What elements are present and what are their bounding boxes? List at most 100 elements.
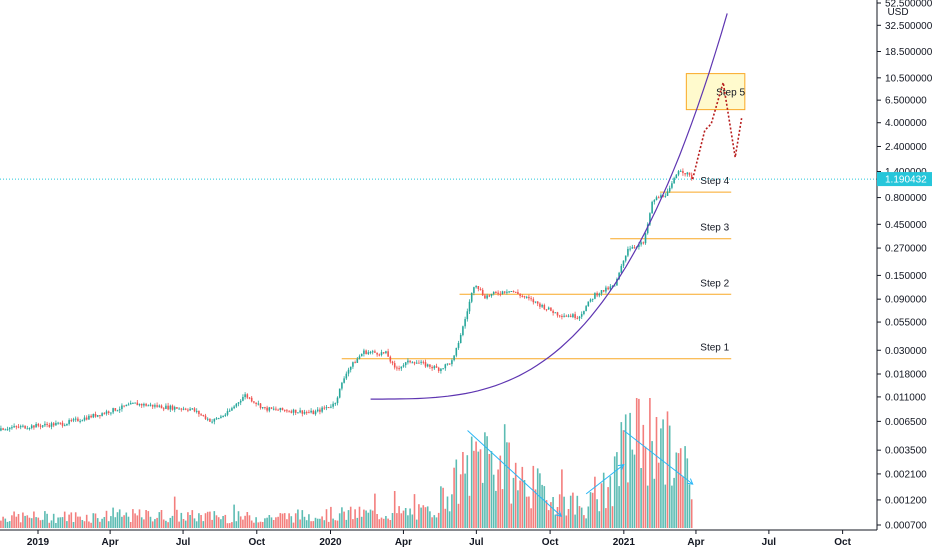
candle [455,347,458,356]
volume-bar [543,486,546,528]
candle [374,351,376,353]
candle [19,426,22,428]
candle [145,403,147,406]
candle [354,362,356,364]
volume-bar [250,520,253,528]
candle [363,350,365,354]
volume-bar [200,515,202,528]
candle [228,410,231,412]
volume-bar [486,436,488,528]
volume-bar [424,507,427,528]
candle [187,409,189,411]
candle [15,426,18,428]
volume-bar [371,510,374,528]
candle [292,409,295,413]
price-tick-label: 0.002100 [885,469,927,480]
volume-bar [453,467,455,528]
candle [543,305,546,310]
candle [341,382,343,389]
volume-bar [286,519,288,528]
support-levels: Step 1 Step 2 Step 3 Step 4 Step 5 [341,73,745,360]
volume-bar [92,513,95,528]
time-tick-label: Apr [102,537,119,548]
volume-bar [90,522,92,528]
volume-bar [114,517,117,528]
candle [94,414,97,417]
candle [532,299,535,303]
volume-bar [550,502,552,528]
candle [332,403,334,407]
candle [444,364,447,369]
price-axis[interactable]: 52.500000 32.500000 18.500000 10.500000 6.50… [876,0,932,532]
candle [352,362,354,367]
volume-bar [99,521,101,528]
candle [30,425,33,428]
volume-bar [666,411,669,528]
volume-bar [682,477,684,528]
candle [376,352,378,355]
candle [477,286,480,289]
candle [565,315,568,317]
volume-bar [382,518,385,528]
candle [371,351,374,353]
volume-bar [158,512,161,528]
candle [235,403,238,407]
volume-trend-arrow [467,430,562,517]
volume-bar [299,519,301,528]
candle [41,425,44,427]
volume-bar [167,522,169,528]
volume-bar [189,515,191,528]
volume-bar [103,517,106,528]
volume-bar [675,452,678,528]
candle [550,307,552,311]
candle [178,408,180,410]
candle [114,408,117,411]
candle [589,299,592,302]
candle [200,414,202,416]
volume-bar [662,419,664,528]
volume-bar [602,472,605,528]
volume-bar [209,511,211,528]
volume-bar [345,519,348,528]
volume-bar [433,515,436,528]
candle [160,405,163,409]
parabolic-curve [370,13,728,400]
price-tick-label: 0.001200 [885,495,927,506]
candle [171,405,174,410]
candle [459,335,462,343]
candle [679,170,682,172]
candle [622,260,625,266]
volume-bar [664,484,667,528]
volume-bar [349,506,352,528]
candle [338,388,341,398]
volume-bar [607,487,609,528]
candle [442,368,444,370]
candle [519,294,521,296]
candle [83,417,86,421]
candle [176,407,178,409]
candle [233,406,235,409]
volume-bar [110,516,112,528]
time-axis[interactable]: 2019 Apr Jul Oct 2020 Apr Jul Oct 2021 Apr Jul Oct [0,529,932,550]
last-price-label: 1.190432 [885,175,927,186]
candle [283,409,286,411]
candle [567,315,570,317]
candle [418,362,420,364]
candle [578,316,581,319]
candle [264,407,266,409]
volume-bar [253,522,255,528]
candle [576,317,579,319]
candle [336,397,339,404]
volume-bar [594,476,596,528]
candle [70,420,73,422]
candle [127,404,130,406]
arrow-head [555,510,563,517]
candle [151,404,154,407]
candle [334,403,337,405]
candle [530,298,532,300]
price-tick-label: 0.030000 [885,346,927,357]
candle [316,409,319,412]
candle [490,294,493,296]
